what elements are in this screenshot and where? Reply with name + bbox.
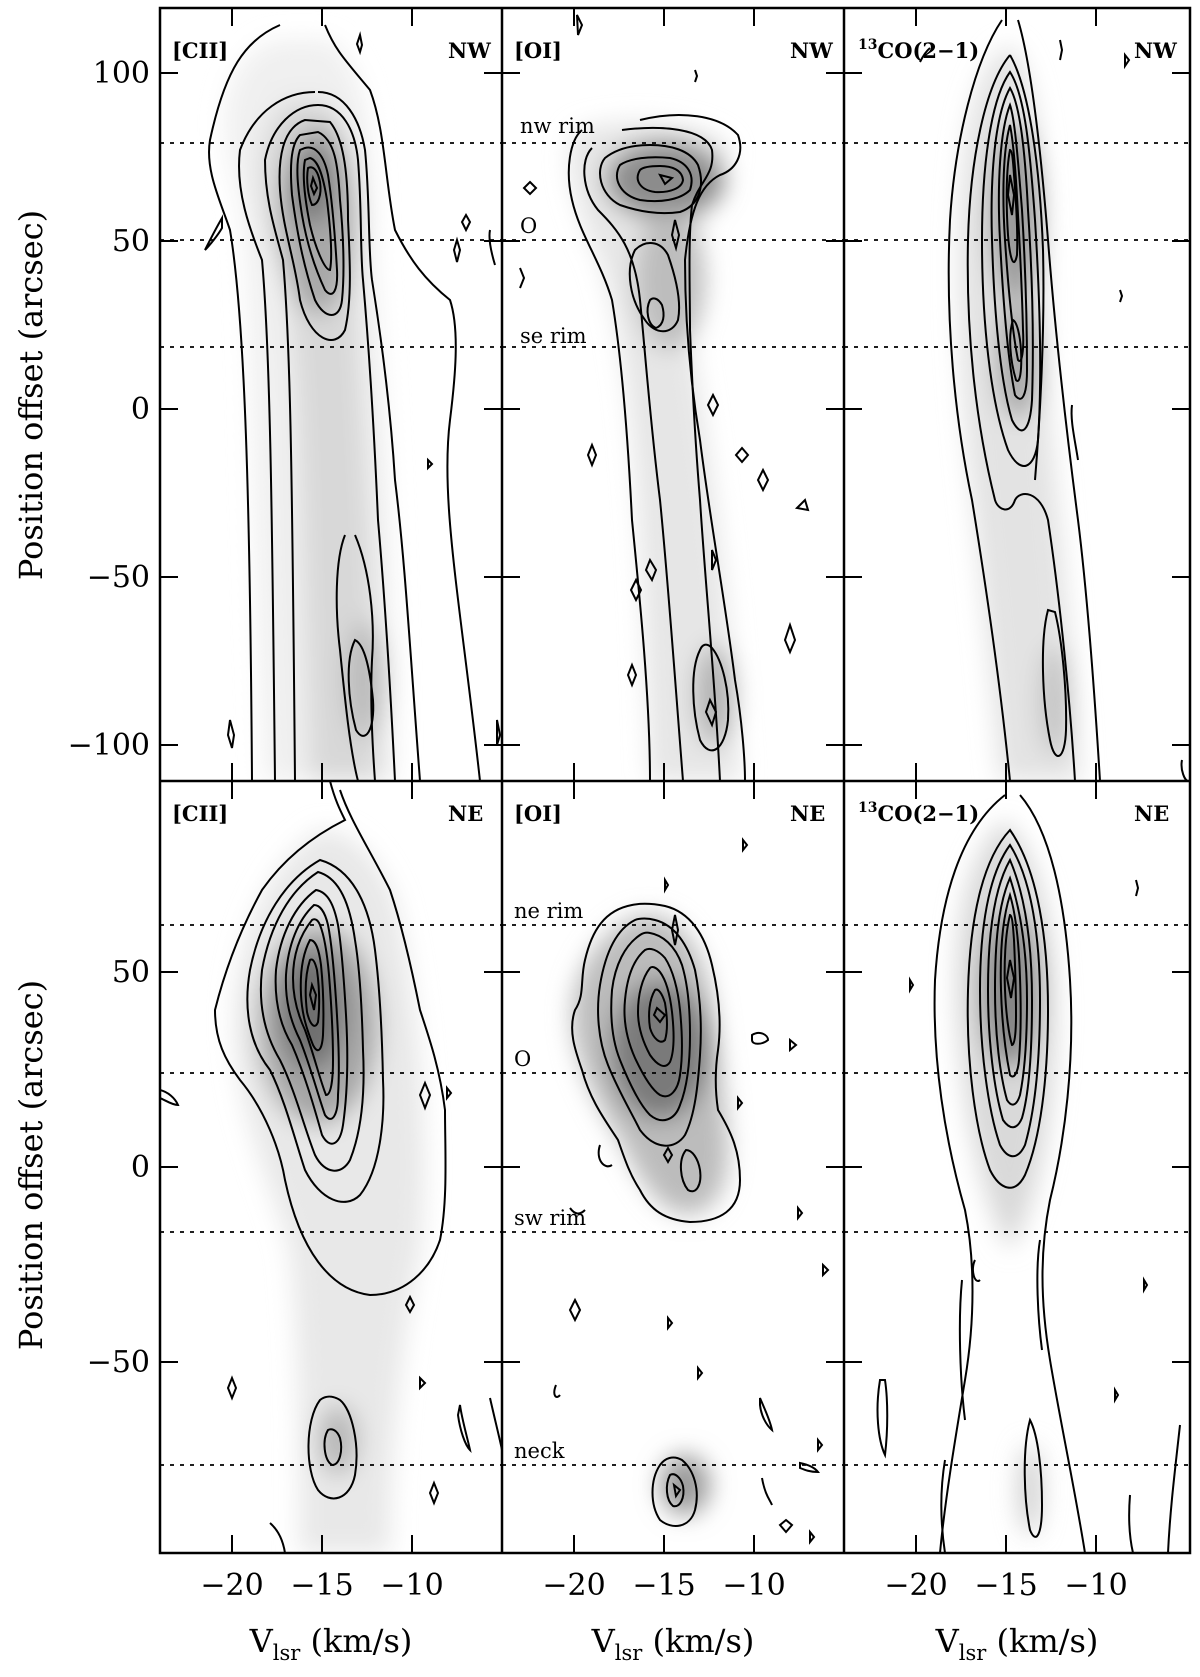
ytick-top-m100: −100 bbox=[68, 728, 150, 763]
oi-nw-anno-se-rim: se rim bbox=[520, 324, 587, 348]
xtick-p1-m20: −20 bbox=[200, 1568, 263, 1603]
y-axis-bottom: 50 0 −50 bbox=[87, 955, 1190, 1380]
13co-nw-emission bbox=[919, 19, 1189, 781]
oi-ne-direction: NE bbox=[790, 801, 825, 826]
panel-13co-ne: 13CO(2−1) NE bbox=[844, 794, 1190, 1553]
13co-ne-emission bbox=[876, 794, 1181, 1553]
xtick-p1-m15: −15 bbox=[290, 1568, 353, 1603]
cii-ne-contours bbox=[160, 781, 502, 1553]
ytick-top-0: 0 bbox=[131, 392, 150, 427]
cii-nw-direction: NW bbox=[448, 38, 491, 63]
13co-ne-label-sup: 13 bbox=[858, 800, 877, 816]
xtick-p3-m20: −20 bbox=[884, 1568, 947, 1603]
13co-ne-direction: NE bbox=[1134, 801, 1169, 826]
ytick-top-100: 100 bbox=[93, 56, 150, 91]
x-ticks-panel-2: −20 −15 −10 bbox=[542, 8, 786, 1603]
xtick-p3-m10: −10 bbox=[1064, 1568, 1127, 1603]
xtick-p2-m15: −15 bbox=[632, 1568, 695, 1603]
oi-nw-direction: NW bbox=[790, 38, 833, 63]
y-axis-title-bottom: Position offset (arcsec) bbox=[12, 980, 50, 1350]
13co-nw-contours bbox=[919, 19, 1189, 781]
13co-nw-label-main: CO(2−1) bbox=[877, 38, 979, 63]
panel-frames bbox=[158, 6, 1192, 1555]
x-axis-title-3-unit: (km/s) bbox=[986, 1622, 1098, 1660]
oi-ne-anno-ne-rim: ne rim bbox=[514, 899, 583, 923]
cii-ne-direction: NE bbox=[448, 801, 483, 826]
cii-nw-label: [CII] bbox=[172, 38, 228, 63]
oi-ne-anno-o: O bbox=[514, 1047, 531, 1071]
oi-nw-anno-o: O bbox=[520, 214, 537, 238]
oi-ne-label: [OI] bbox=[514, 801, 562, 826]
cii-nw-emission bbox=[204, 24, 502, 781]
x-axis-title-3: Vlsr (km/s) bbox=[935, 1622, 1099, 1665]
13co-ne-label-main: CO(2−1) bbox=[877, 801, 979, 826]
x-ticks-panel-1: −20 −15 −10 bbox=[200, 8, 444, 1603]
panel-oi-nw: [OI] NW nw rim O se rim bbox=[502, 14, 844, 781]
y-axis-title-top: Position offset (arcsec) bbox=[12, 210, 50, 580]
xtick-p3-m15: −15 bbox=[974, 1568, 1037, 1603]
cii-nw-contours bbox=[204, 24, 502, 781]
oi-ne-anno-neck: neck bbox=[514, 1439, 565, 1463]
xtick-p2-m20: −20 bbox=[542, 1568, 605, 1603]
oi-ne-anno-sw-rim: sw rim bbox=[514, 1206, 586, 1230]
oi-nw-contours bbox=[519, 14, 810, 781]
ytick-top-m50: −50 bbox=[87, 560, 150, 595]
x-axis-title-1-main: V bbox=[249, 1622, 274, 1660]
x-axis: −20 −15 −10 −20 −15 −10 −20 −15 −10 bbox=[200, 8, 1128, 1603]
x-axis-title-1: Vlsr (km/s) bbox=[249, 1622, 413, 1665]
ytick-bottom-m50: −50 bbox=[87, 1345, 150, 1380]
x-axis-title-3-main: V bbox=[935, 1622, 960, 1660]
oi-nw-label: [OI] bbox=[514, 38, 562, 63]
panel-cii-ne: [CII] NE bbox=[160, 781, 502, 1553]
x-axis-title-3-sub: lsr bbox=[959, 1641, 987, 1665]
cii-ne-emission bbox=[160, 781, 502, 1553]
oi-nw-emission bbox=[519, 14, 810, 781]
ytick-top-50: 50 bbox=[112, 224, 150, 259]
13co-nw-direction: NW bbox=[1134, 38, 1177, 63]
13co-nw-label-sup: 13 bbox=[858, 37, 877, 53]
13co-nw-label: 13CO(2−1) bbox=[858, 37, 979, 63]
panel-oi-ne: [OI] NE ne rim O sw rim neck bbox=[502, 801, 844, 1545]
oi-ne-contours bbox=[553, 837, 830, 1545]
ytick-bottom-50: 50 bbox=[112, 955, 150, 990]
oi-nw-anno-nw-rim: nw rim bbox=[520, 114, 595, 138]
ytick-bottom-0: 0 bbox=[131, 1150, 150, 1185]
y-axis-top: 100 50 0 −50 −100 bbox=[68, 56, 1190, 763]
x-axis-title-2-sub: lsr bbox=[615, 1641, 643, 1665]
x-axis-title-2: Vlsr (km/s) bbox=[591, 1622, 755, 1665]
x-ticks-panel-3: −20 −15 −10 bbox=[884, 8, 1128, 1603]
x-axis-title-2-main: V bbox=[591, 1622, 616, 1660]
panel-13co-nw: 13CO(2−1) NW bbox=[844, 19, 1190, 781]
x-axis-title-2-unit: (km/s) bbox=[642, 1622, 754, 1660]
oi-ne-emission bbox=[553, 837, 830, 1545]
13co-ne-label: 13CO(2−1) bbox=[858, 800, 979, 826]
xtick-p2-m10: −10 bbox=[722, 1568, 785, 1603]
panel-cii-nw: [CII] NW bbox=[160, 24, 502, 781]
xtick-p1-m10: −10 bbox=[380, 1568, 443, 1603]
cii-ne-label: [CII] bbox=[172, 801, 228, 826]
x-axis-title-1-sub: lsr bbox=[273, 1641, 301, 1665]
13co-ne-contours bbox=[876, 794, 1181, 1553]
x-axis-title-1-unit: (km/s) bbox=[300, 1622, 412, 1660]
